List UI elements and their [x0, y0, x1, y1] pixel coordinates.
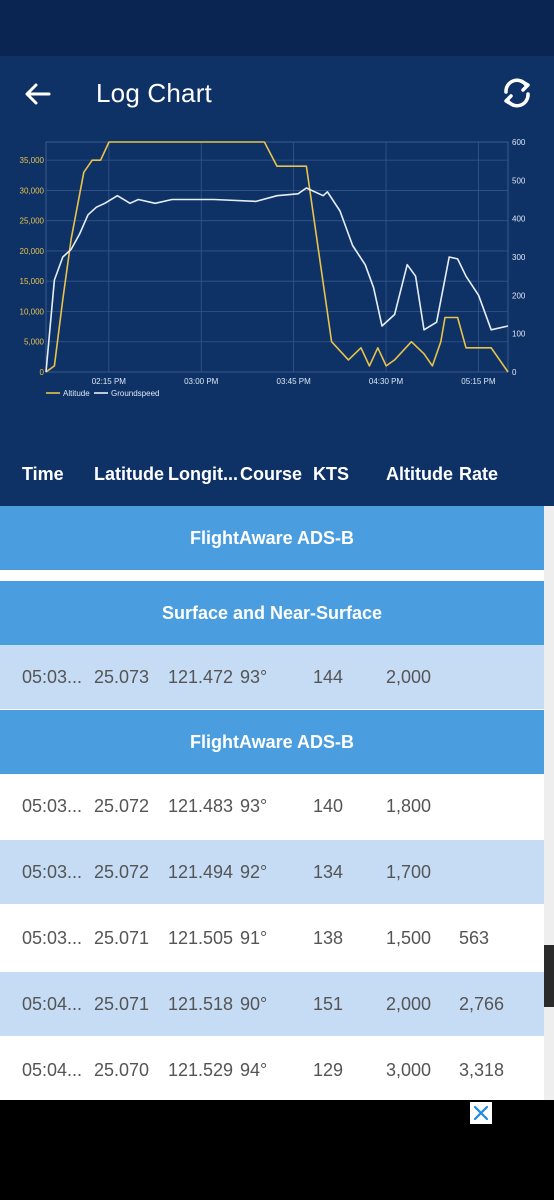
x-tick-label: 03:00 PM	[184, 377, 219, 386]
cell-time: 05:03...	[22, 928, 83, 948]
cell-latitude: 25.072	[94, 796, 150, 816]
cell-latitude: 25.072	[94, 862, 150, 882]
y-right-tick-label: 400	[512, 215, 526, 224]
status-bar	[0, 0, 554, 56]
y-left-tick-label: 35,000	[20, 156, 45, 165]
cell-course: 90°	[240, 994, 268, 1014]
cell-longitude: 121.472	[168, 667, 234, 687]
cell-latitude: 25.070	[94, 1060, 150, 1080]
y-left-tick-label: 30,000	[20, 186, 45, 195]
cell-longitude: 121.494	[168, 862, 234, 882]
section-row: Surface and Near-Surface	[0, 581, 544, 645]
cell-altitude: 2,000	[386, 667, 432, 687]
y-left-tick-label: 25,000	[20, 217, 45, 226]
column-course[interactable]: Course	[240, 464, 303, 484]
cell-course: 91°	[240, 928, 268, 948]
cell-course: 94°	[240, 1060, 268, 1080]
series-line-altitude	[45, 141, 509, 373]
y-right-tick-label: 500	[512, 176, 526, 185]
table-header: Time Latitude Longit... Course KTS Altit…	[0, 452, 554, 498]
cell-altitude: 3,000	[386, 1060, 432, 1080]
y-left-tick-label: 0	[40, 368, 45, 377]
section-row: FlightAware ADS-B	[0, 506, 544, 570]
y-right-tick-label: 200	[512, 291, 526, 300]
table-row[interactable]: 05:03... 25.073 121.472 93° 144 2,000	[0, 645, 544, 709]
column-kts[interactable]: KTS	[313, 464, 349, 484]
cell-longitude: 121.518	[168, 994, 234, 1014]
cell-kts: 140	[313, 796, 344, 816]
chart-svg: 0 5,000 10,000 15,000 20,000 25,000 30,000 35,0…	[20, 138, 526, 398]
cell-time: 05:03...	[22, 796, 83, 816]
refresh-button[interactable]	[496, 72, 538, 114]
x-tick-label: 03:45 PM	[277, 377, 312, 386]
cell-altitude: 1,800	[386, 796, 432, 816]
page-title: Log Chart	[96, 78, 212, 108]
cell-latitude: 25.071	[94, 994, 150, 1014]
cell-altitude: 1,500	[386, 928, 432, 948]
cell-rate: 2,766	[459, 994, 505, 1014]
series-line-groundspeed	[45, 187, 509, 373]
close-icon	[473, 1105, 489, 1121]
cell-kts: 144	[313, 667, 344, 687]
back-button[interactable]	[18, 76, 58, 112]
cell-rate: 563	[459, 928, 490, 948]
column-longitude[interactable]: Longit...	[168, 464, 238, 484]
table-row[interactable]: 05:04... 25.071 121.518 90° 151 2,000 2,…	[0, 972, 544, 1036]
cell-time: 05:04...	[22, 1060, 83, 1080]
cell-course: 93°	[240, 667, 268, 687]
y-right-tick-label: 300	[512, 253, 526, 262]
cell-time: 05:04...	[22, 994, 83, 1014]
section-row: FlightAware ADS-B	[0, 710, 544, 774]
y-left-tick-label: 10,000	[20, 307, 45, 316]
cell-latitude: 25.073	[94, 667, 150, 687]
y-left-tick-label: 5,000	[24, 338, 45, 347]
cell-altitude: 1,700	[386, 862, 432, 882]
y-left-tick-label: 20,000	[20, 247, 45, 256]
cell-kts: 138	[313, 928, 344, 948]
column-rate[interactable]: Rate	[459, 464, 499, 484]
y-right-tick-label: 0	[512, 368, 517, 377]
refresh-icon	[504, 78, 530, 108]
cell-latitude: 25.071	[94, 928, 150, 948]
cell-longitude: 121.505	[168, 928, 234, 948]
x-tick-label: 02:15 PM	[92, 377, 127, 386]
cell-kts: 134	[313, 862, 344, 882]
column-time[interactable]: Time	[22, 464, 64, 484]
table-row[interactable]: 05:04... 25.070 121.529 94° 129 3,000 3,…	[0, 1038, 544, 1100]
cell-course: 93°	[240, 796, 268, 816]
legend-label-groundspeed: Groundspeed	[111, 389, 159, 398]
scrollbar-thumb[interactable]	[544, 945, 554, 1007]
cell-course: 92°	[240, 862, 268, 882]
ad-close-button[interactable]	[470, 1102, 492, 1124]
cell-kts: 151	[313, 994, 344, 1014]
ad-banner[interactable]	[0, 1100, 554, 1200]
cell-time: 05:03...	[22, 667, 83, 687]
y-right-tick-label: 600	[512, 138, 526, 147]
table-row[interactable]: 05:03... 25.071 121.505 91° 138 1,500 56…	[0, 906, 544, 970]
legend-label-altitude: Altitude	[63, 389, 90, 398]
scrollbar-track[interactable]	[544, 506, 554, 1100]
plot-frame	[45, 141, 509, 373]
log-table[interactable]: FlightAware ADS-B Surface and Near-Surfa…	[0, 506, 554, 1100]
y-right-tick-label: 100	[512, 330, 526, 339]
cell-time: 05:03...	[22, 862, 83, 882]
column-latitude[interactable]: Latitude	[94, 464, 164, 484]
cell-altitude: 2,000	[386, 994, 432, 1014]
x-tick-label: 05:15 PM	[461, 377, 496, 386]
x-tick-label: 04:30 PM	[369, 377, 404, 386]
cell-longitude: 121.483	[168, 796, 234, 816]
table-row[interactable]: 05:03... 25.072 121.483 93° 140 1,800	[0, 774, 544, 838]
cell-kts: 129	[313, 1060, 344, 1080]
cell-longitude: 121.529	[168, 1060, 234, 1080]
column-altitude[interactable]: Altitude	[386, 464, 453, 484]
log-chart: 0 5,000 10,000 15,000 20,000 25,000 30,000 35,0…	[0, 130, 554, 410]
cell-rate: 3,318	[459, 1060, 505, 1080]
arrow-left-icon	[25, 83, 51, 105]
y-left-tick-label: 15,000	[20, 277, 45, 286]
table-row[interactable]: 05:03... 25.072 121.494 92° 134 1,700	[0, 840, 544, 904]
